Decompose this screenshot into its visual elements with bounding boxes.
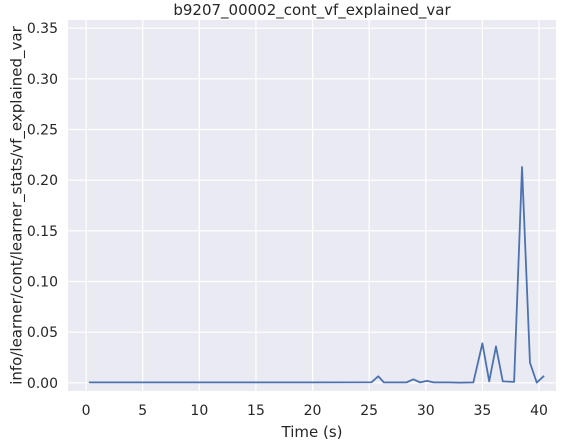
x-axis-label: Time (s)	[281, 423, 343, 441]
y-axis-label: info/learner/cont/learner_stats/vf_expla…	[8, 25, 27, 384]
series-line	[88, 166, 545, 384]
x-tick-label: 10	[190, 403, 208, 419]
tick-labels: 0 5 10 15 20 25 30 35 40 0.00 0.05 0.10 0.15 0.20 0.25…	[27, 21, 548, 419]
y-tick-label: 0.20	[27, 173, 58, 189]
y-tick-label: 0.35	[27, 21, 58, 37]
x-tick-label: 0	[82, 403, 91, 419]
x-tick-label: 25	[360, 403, 378, 419]
x-tick-label: 35	[473, 403, 491, 419]
y-tick-label: 0.15	[27, 224, 58, 240]
chart-title: b9207_00002_cont_vf_explained_var	[173, 1, 451, 20]
y-tick-label: 0.10	[27, 275, 58, 291]
x-tick-label: 20	[304, 403, 322, 419]
y-tick-label: 0.00	[27, 376, 58, 392]
x-tick-label: 15	[247, 403, 265, 419]
series-layer	[88, 166, 545, 384]
y-tick-label: 0.30	[27, 72, 58, 88]
x-tick-label: 30	[417, 403, 435, 419]
y-tick-label: 0.25	[27, 122, 58, 138]
x-tick-label: 5	[138, 403, 147, 419]
y-tick-label: 0.05	[27, 325, 58, 341]
x-tick-label: 40	[530, 403, 548, 419]
